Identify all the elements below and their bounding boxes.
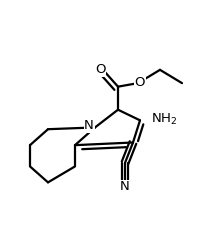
Text: N: N xyxy=(84,119,94,132)
Text: O: O xyxy=(135,76,145,89)
Text: N: N xyxy=(120,180,130,193)
Text: O: O xyxy=(95,63,106,76)
Text: NH$_2$: NH$_2$ xyxy=(151,112,177,127)
